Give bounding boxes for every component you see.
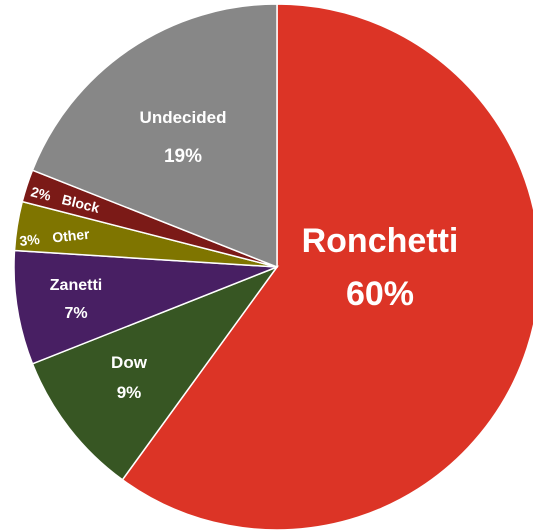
slice-value-undecided: 19% — [164, 146, 202, 167]
slice-name-other: Other — [51, 226, 90, 246]
slice-name-ronchetti: Ronchetti — [302, 222, 459, 260]
slice-name-undecided: Undecided — [140, 108, 227, 127]
slice-name-zanetti: Zanetti — [50, 277, 102, 294]
pie-slice-ronchetti — [121, 3, 533, 531]
pie-slice-zanetti — [13, 249, 278, 365]
slice-value-ronchetti: 60% — [346, 275, 414, 313]
slice-value-zanetti: 7% — [64, 305, 87, 322]
slice-value-other: 3% — [19, 231, 41, 249]
slice-value-block: 2% — [29, 183, 53, 204]
pie-slice-dow — [31, 265, 280, 481]
slice-value-dow: 9% — [117, 383, 142, 402]
pie-slice-undecided — [31, 3, 278, 269]
slice-name-dow: Dow — [111, 353, 148, 372]
pie-slices — [13, 3, 533, 531]
